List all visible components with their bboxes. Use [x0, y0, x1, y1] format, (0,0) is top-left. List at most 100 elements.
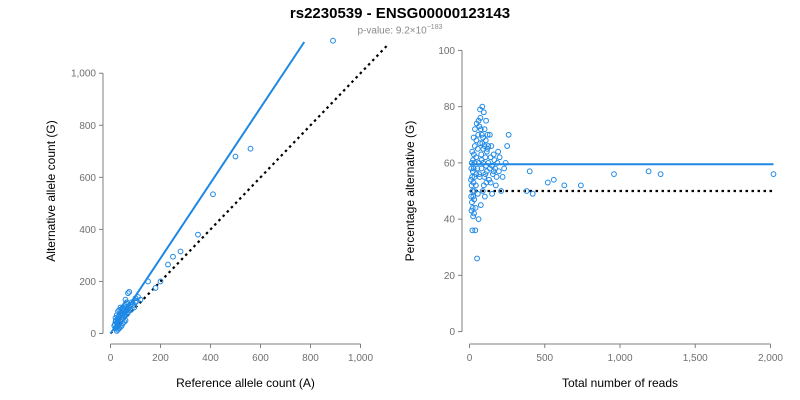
left-reference-line: [109, 43, 389, 335]
right-data-point: [611, 171, 617, 178]
left-y-tick-label: 600: [79, 173, 96, 184]
right-data-point: [468, 165, 475, 172]
right-data-point: [499, 174, 506, 180]
right-data-point: [550, 176, 557, 183]
right-data-point: [468, 182, 475, 189]
right-data-point: [498, 188, 505, 194]
pvalue-exponent: −183: [426, 24, 443, 31]
right-data-point: [470, 134, 477, 141]
right-data-point: [471, 143, 478, 149]
left-data-point: [123, 300, 129, 307]
right-data-point: [475, 131, 482, 138]
right-x-axis-label: Total number of reads: [562, 376, 678, 390]
left-x-tick-label: 1,000: [348, 353, 373, 364]
right-data-point: [481, 143, 488, 149]
right-data-point: [770, 171, 777, 178]
right-data-point: [482, 171, 489, 178]
right-data-point: [657, 171, 664, 178]
right-data-point: [480, 145, 487, 152]
right-data-point: [486, 131, 493, 138]
right-y-tick-label: 100: [438, 46, 455, 57]
right-data-point: [480, 134, 486, 141]
chart-title: rs2230539 - ENSG00000123143: [289, 5, 511, 22]
left-x-tick-label: 800: [302, 353, 319, 364]
left-y-tick-label: 800: [79, 121, 96, 132]
right-data-point: [481, 126, 488, 133]
right-data-point: [474, 165, 481, 172]
left-data-point: [330, 37, 336, 44]
left-y-tick-label: 200: [79, 277, 96, 288]
right-data-point: [489, 171, 496, 178]
right-data-point: [472, 126, 478, 133]
left-data-point: [126, 288, 133, 295]
right-y-tick-label: 20: [444, 271, 456, 282]
right-data-point: [478, 165, 485, 172]
right-data-point: [475, 216, 482, 223]
right-data-point: [471, 188, 478, 194]
left-data-point: [195, 231, 201, 238]
right-data-point: [490, 168, 497, 175]
left-data-point: [125, 290, 131, 297]
right-data-point: [469, 227, 476, 234]
right-data-point: [478, 131, 485, 138]
right-data-point: [474, 190, 481, 197]
right-x-tick-label: 1,000: [607, 353, 632, 364]
right-data-point: [468, 176, 474, 183]
left-y-tick-label: 400: [79, 225, 96, 236]
right-y-tick-label: 0: [449, 327, 455, 338]
right-data-point: [478, 157, 485, 163]
left-data-point: [121, 318, 128, 325]
right-data-point: [481, 193, 488, 200]
right-data-point: [645, 168, 652, 175]
right-data-point: [470, 151, 477, 158]
right-data-point: [474, 255, 480, 262]
right-data-point: [485, 143, 492, 149]
right-y-tick-label: 40: [444, 215, 456, 226]
left-data-point: [210, 191, 216, 198]
left-x-tick-label: 400: [202, 353, 219, 364]
right-data-point: [561, 182, 568, 189]
right-data-point: [472, 204, 479, 211]
left-data-point: [122, 301, 128, 308]
right-data-point: [477, 202, 484, 208]
left-data-point: [232, 153, 239, 160]
right-data-point: [469, 148, 476, 155]
right-data-point: [474, 145, 481, 152]
chart-subtitle-pvalue: p-value: 9.2×10−183: [0, 24, 800, 36]
right-data-point: [477, 140, 483, 147]
right-data-point: [475, 117, 482, 124]
right-data-point: [468, 207, 475, 214]
left-data-point: [113, 327, 120, 334]
right-data-point: [544, 179, 551, 186]
right-data-point: [470, 165, 477, 172]
right-data-point: [504, 143, 511, 149]
right-data-point: [473, 171, 480, 178]
right-data-point: [479, 188, 486, 194]
right-data-point: [489, 190, 495, 197]
right-data-point: [493, 174, 500, 180]
right-data-point: [529, 190, 536, 197]
right-x-tick-label: 500: [536, 353, 553, 364]
right-data-point: [477, 106, 483, 113]
left-data-point: [170, 253, 176, 260]
left-data-point: [133, 298, 140, 304]
right-data-point: [490, 151, 497, 158]
right-data-point: [472, 227, 479, 234]
left-data-point: [125, 309, 131, 316]
right-data-point: [477, 126, 484, 133]
left-y-axis-label: Alternative allele count (G): [44, 120, 58, 261]
right-data-point: [469, 199, 475, 206]
right-data-point: [480, 109, 487, 116]
right-data-point: [478, 151, 485, 158]
right-data-point: [487, 179, 494, 186]
right-data-point: [491, 157, 498, 163]
right-data-point: [483, 148, 490, 155]
right-y-tick-label: 80: [444, 102, 456, 113]
right-data-point: [473, 137, 480, 144]
right-data-point: [495, 148, 502, 155]
right-data-point: [469, 174, 475, 180]
left-y-tick-label: 1,000: [71, 69, 96, 80]
left-fit-line: [109, 41, 306, 335]
right-data-point: [468, 193, 475, 200]
left-data-point: [165, 261, 171, 268]
